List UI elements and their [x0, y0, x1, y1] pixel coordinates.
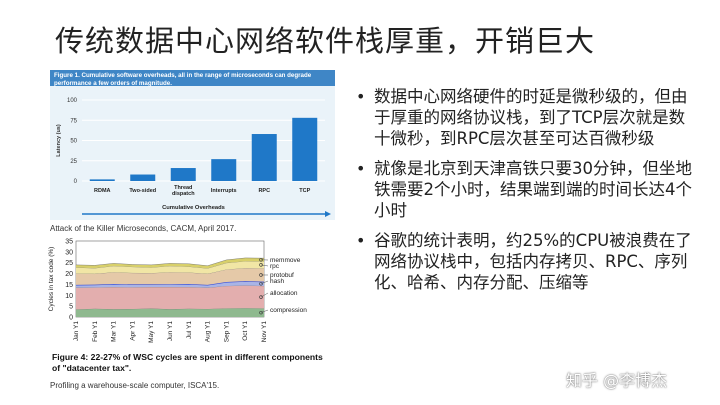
y-tick-label: 15 [65, 282, 73, 289]
arrow-head-icon [325, 211, 331, 217]
area-series [76, 261, 264, 274]
y-tick-label: 35 [65, 239, 73, 246]
y-tick-label: 50 [70, 139, 77, 145]
y-tick-label: 25 [65, 260, 73, 267]
y-axis-label: Latency (us) [56, 124, 62, 157]
x-tick-label: Jan Y1 [73, 321, 80, 342]
series-line [75, 307, 265, 310]
bullet-text: 数据中心网络硬件的时延是微秒级的，但由于厚重的网络协议栈，到了TCP层次就是数十… [374, 87, 688, 148]
x-tick-label: Jul Y1 [186, 321, 193, 339]
bullet-dot-icon: • [356, 87, 366, 106]
y-tick-label: 30 [65, 249, 73, 256]
figure1-title: Figure 1. Cumulative software overheads,… [50, 70, 335, 87]
y-axis-label: Cycles in tax code (%) [48, 247, 55, 312]
bullet-dot-icon: • [356, 159, 366, 178]
series-marker-icon [259, 282, 263, 286]
figure4-source: Profiling a warehouse-scale computer, IS… [50, 381, 220, 390]
bar [211, 159, 237, 181]
x-tick-label: Oct Y1 [242, 321, 249, 341]
x-tick-label: RDMA [94, 188, 111, 194]
y-tick-label: 20 [65, 271, 73, 278]
x-tick-label: Thread [174, 185, 192, 191]
series-marker-icon [259, 310, 263, 315]
legend-label: hash [270, 278, 284, 285]
bar [89, 179, 115, 181]
x-tick-label: Sep Y1 [223, 321, 230, 343]
area-chart: 0 5 10 15 20 25 30 35 Cycles in tax code (%) Jan … [48, 239, 307, 343]
series-marker-icon [259, 295, 263, 299]
y-tick-label: 25 [70, 159, 77, 165]
bar [292, 117, 318, 181]
y-tick-label: 100 [67, 98, 78, 104]
series-line [75, 257, 265, 266]
area-series [76, 308, 264, 317]
bar [130, 174, 156, 181]
x-axis-label: Cumulative Overheads [162, 205, 225, 211]
x-tick-label: RPC [258, 188, 270, 194]
slide-title: 传统数据中心网络软件栈厚重，开销巨大 [55, 24, 596, 58]
area-series [76, 257, 264, 269]
legend-label: protobuf [270, 272, 294, 279]
series-line [75, 267, 265, 274]
bullet-text: 就像是北京到天津高铁只要30分钟，但坐地铁需要2个小时，结果端到端的时间长达4个… [374, 159, 692, 220]
x-tick-label: TCP [299, 188, 310, 194]
figure4-caption: Figure 4: 22-27% of WSC cycles are spent… [52, 352, 323, 373]
legend-label: allocation [270, 290, 298, 297]
area-series [76, 285, 264, 310]
watermark: 知乎 @李博杰 [566, 371, 668, 390]
bullet-list: • 数据中心网络硬件的时延是微秒级的，但由于厚重的网络协议栈，到了TCP层次就是… [356, 86, 701, 302]
x-tick-label: Interrupts [211, 188, 237, 194]
y-tick-label: 10 [65, 293, 73, 300]
x-tick-label: May Y1 [148, 321, 155, 343]
y-tick-label: 0 [69, 315, 73, 322]
figure1-panel: Figure 1. Cumulative software overheads,… [50, 70, 335, 220]
bar [170, 168, 196, 181]
bullet-item: • 谷歌的统计表明，约25%的CPU被浪费在了网络协议栈中，包括内存拷贝、RPC… [356, 230, 701, 293]
legend-label: rpc [270, 263, 280, 270]
bar [251, 134, 277, 181]
x-tick-label: Apr Y1 [129, 321, 136, 341]
x-tick-label: Nov Y1 [261, 321, 268, 343]
leader-line [260, 264, 269, 267]
series-line [75, 285, 265, 288]
leader-line [260, 280, 269, 285]
x-tick-label: Two-sided [129, 188, 156, 194]
area-series [76, 268, 264, 285]
y-tick-label: 0 [74, 179, 78, 185]
leader-line [260, 292, 269, 298]
y-tick-label: 75 [70, 118, 77, 124]
bullet-item: • 就像是北京到天津高铁只要30分钟，但坐地铁需要2个小时，结果端到端的时间长达… [356, 158, 701, 221]
x-tick-label: Feb Y1 [92, 321, 99, 342]
x-tick-label: Mar Y1 [111, 321, 118, 342]
bullet-text: 谷歌的统计表明，约25%的CPU被浪费在了网络协议栈中，包括内存拷贝、RPC、序… [374, 231, 692, 292]
figure1-caption: Attack of the Killer Microseconds, CACM,… [50, 224, 237, 233]
legend-label: memmove [270, 257, 301, 264]
x-tick-label: Jun Y1 [167, 321, 174, 342]
bullet-dot-icon: • [356, 231, 366, 250]
x-tick-label: dispatch [172, 191, 195, 197]
legend-label: compression [270, 307, 307, 314]
y-tick-label: 5 [69, 304, 73, 311]
leader-line [260, 309, 269, 313]
bar-chart: 0 25 50 75 100 Latency (us) RDMA Two-sided Threa… [56, 98, 331, 217]
x-tick-label: Aug Y1 [205, 321, 212, 343]
bullet-item: • 数据中心网络硬件的时延是微秒级的，但由于厚重的网络协议栈，到了TCP层次就是… [356, 86, 701, 149]
